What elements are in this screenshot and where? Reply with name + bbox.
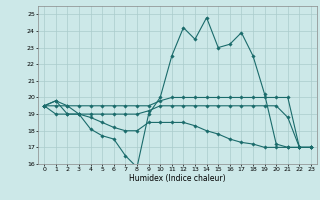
X-axis label: Humidex (Indice chaleur): Humidex (Indice chaleur)	[129, 174, 226, 183]
